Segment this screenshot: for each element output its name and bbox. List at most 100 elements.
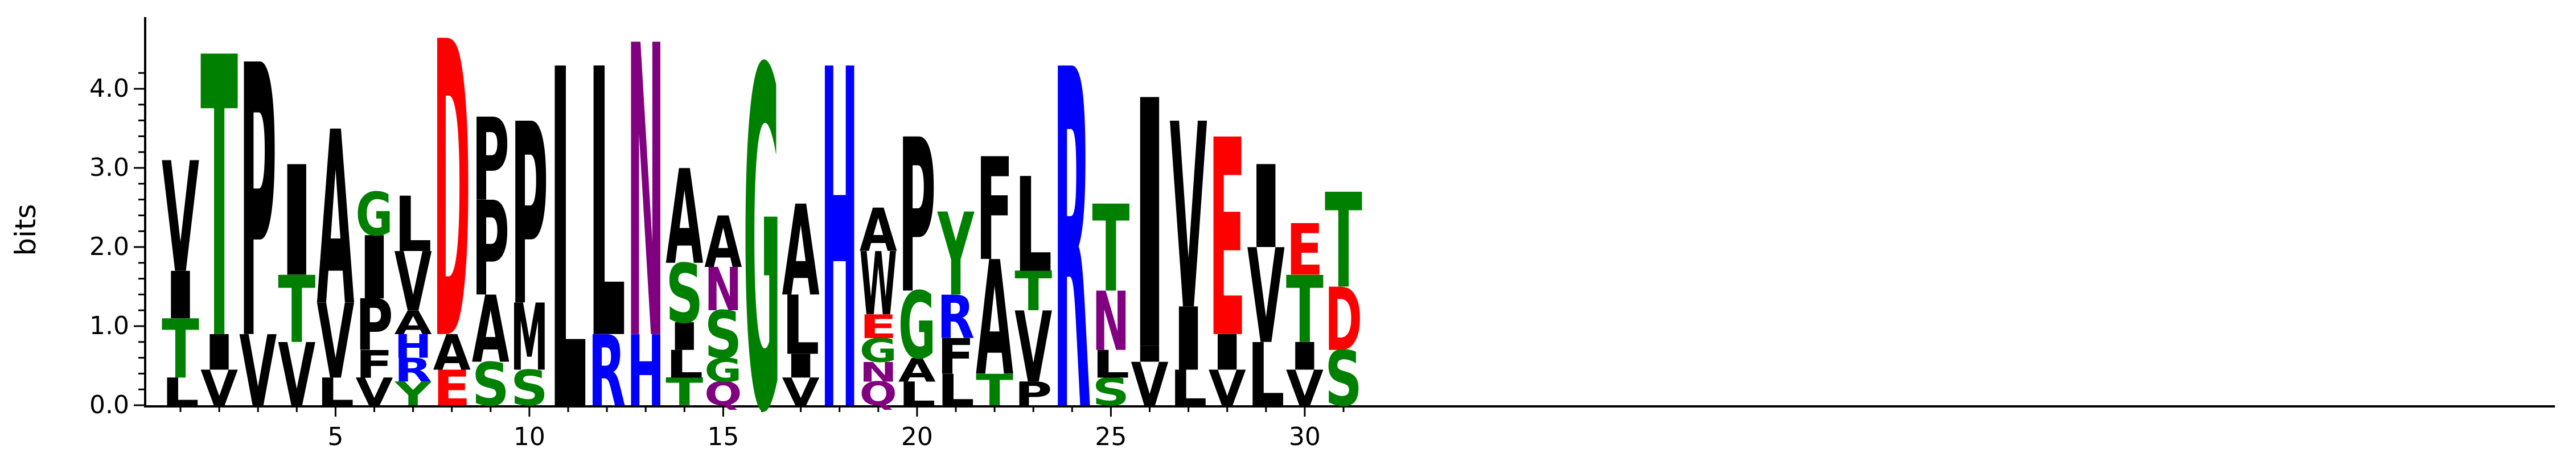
y-tick-label: 4.0	[89, 74, 129, 103]
logo-letter: T	[200, 0, 239, 425]
logo-letter: V	[1131, 349, 1169, 419]
logo-letter: T	[162, 302, 199, 397]
logo-letter: A	[317, 81, 355, 359]
logo-letter: I	[1209, 324, 1246, 381]
logo-column-16: G	[743, 0, 781, 465]
logo-letter: P	[355, 285, 393, 367]
logo-letter: G	[898, 273, 936, 380]
logo-letter: S	[1092, 370, 1129, 414]
logo-letter: E	[433, 360, 471, 417]
logo-letter: S	[472, 351, 510, 419]
logo-letter: Q	[704, 376, 742, 413]
logo-letter: V	[278, 325, 315, 426]
logo-letter: S	[704, 298, 742, 373]
logo-letter: W	[860, 235, 897, 335]
logo-letter: A	[472, 276, 510, 384]
x-tick-label: 10	[513, 422, 545, 451]
logo-letter: G	[743, 0, 781, 465]
logo-column-11: L	[549, 0, 587, 465]
logo-letter: H	[821, 0, 858, 465]
logo-column-31: SDT	[1325, 167, 1362, 423]
x-tick-label: 5	[327, 422, 343, 451]
logo-letter: I	[278, 135, 315, 311]
logo-letter: I	[162, 258, 199, 334]
logo-letter: R	[937, 282, 975, 352]
logo-letter: V	[1286, 361, 1324, 417]
logo-letter: L	[588, 0, 626, 422]
logo-column-18: H	[821, 0, 858, 465]
logo-letter: V	[239, 314, 277, 428]
logo-letter: Y	[395, 376, 432, 413]
logo-letter: S	[665, 248, 703, 341]
logo-letter: R	[588, 315, 626, 429]
logo-letter: V	[1247, 221, 1285, 373]
logo-letter: V	[200, 361, 238, 417]
logo-column-13: HN	[627, 0, 664, 429]
y-axis-label: bits	[9, 204, 42, 256]
logo-letter: V	[782, 371, 820, 415]
x-tick-label: 15	[707, 422, 739, 451]
logo-letter: T	[1092, 181, 1129, 319]
logo-letter: L	[395, 181, 432, 269]
logo-letter: I	[1286, 335, 1324, 379]
logo-letter: F	[976, 129, 1013, 293]
logo-letter: M	[511, 285, 548, 392]
logo-letter: V	[1170, 70, 1208, 367]
logo-letter: R	[395, 352, 432, 390]
logo-letter: I	[1131, 30, 1169, 427]
logo-letter: I	[200, 324, 238, 381]
y-tick-label: 2.0	[89, 232, 129, 261]
logo-letter: L	[1092, 342, 1129, 386]
logo-letter: V	[395, 235, 432, 330]
logo-letter: P	[898, 94, 936, 340]
logo-letter: P	[511, 71, 548, 361]
logo-letter: T	[1325, 167, 1362, 318]
logo-letter: L	[1247, 324, 1285, 426]
logo-letter: A	[704, 202, 742, 284]
x-tick-label: 20	[901, 422, 933, 451]
logo-letter: L	[898, 375, 936, 413]
logo-column-28: VIE	[1209, 83, 1246, 417]
x-tick-label: 25	[1095, 422, 1127, 451]
logo-letter: L	[1170, 361, 1207, 417]
logo-letter: L	[937, 365, 975, 415]
logo-column-8: EAD	[433, 0, 471, 430]
logo-letter: P	[1014, 375, 1052, 413]
logo-letter: A	[782, 180, 820, 324]
logo-letter: H	[395, 328, 432, 365]
logo-letter: I	[782, 348, 820, 385]
logo-letter: D	[1325, 269, 1362, 371]
logo-letter: S	[1325, 335, 1362, 423]
logo-column-10: SMP	[511, 71, 548, 417]
logo-letter: A	[433, 325, 471, 381]
logo-column-12: RL	[588, 0, 626, 428]
logo-letter: Y	[937, 190, 975, 322]
logo-letter: R	[1053, 0, 1091, 465]
logo-letter: F	[937, 328, 975, 385]
logo-column-29: LVI	[1247, 142, 1285, 426]
logo-column-2: VIT	[200, 0, 239, 425]
logo-letter: N	[1092, 275, 1129, 369]
logo-letter: V	[1209, 361, 1246, 417]
x-tick-label: 30	[1289, 422, 1321, 451]
logo-letter: G	[356, 180, 393, 250]
logo-letter: T	[278, 257, 315, 364]
logo-letter: A	[665, 142, 703, 294]
logo-letter: E	[1286, 210, 1324, 292]
logo-letter: N	[704, 255, 742, 324]
y-tick-label: 1.0	[89, 311, 129, 340]
logo-letter: P	[239, 0, 277, 422]
logo-column-27: LIV	[1170, 70, 1208, 417]
logo-letter: A	[395, 304, 432, 342]
